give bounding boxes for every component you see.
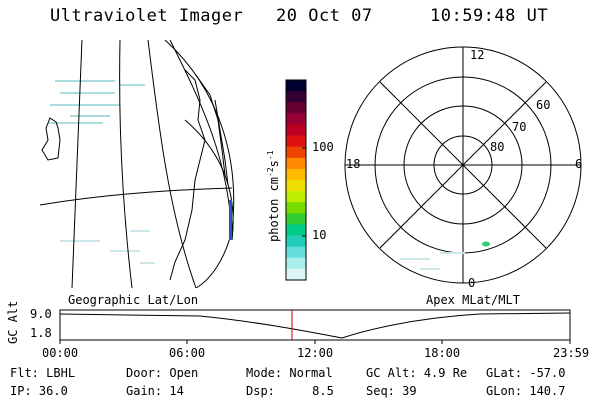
param-dsp: Dsp: 8.5 [246, 384, 334, 398]
colorbar-segment [286, 80, 306, 92]
colorbar-segment [286, 91, 306, 103]
polar-map-label: Apex MLat/MLT [426, 293, 520, 307]
colorbar-segment [286, 180, 306, 192]
param-seq: Seq: 39 [366, 384, 417, 398]
colorbar-frame [285, 79, 307, 281]
time-tick-1800: 18:00 [424, 346, 461, 360]
limb-emission-blue [229, 200, 232, 240]
altitude-axis-label: GC Alt [6, 300, 20, 344]
image-time: 10:59:48 UT [430, 6, 549, 26]
mlat-label-80: 80 [490, 140, 505, 154]
param-door: Door: Open [126, 366, 199, 380]
geographic-map [40, 40, 235, 288]
time-tick-1200: 12:00 [297, 346, 334, 360]
emission-speckles [48, 80, 155, 264]
param-gain: Gain: 14 [126, 384, 184, 398]
time-tick-0000: 00:00 [42, 346, 79, 360]
colorbar-segment [286, 191, 306, 203]
colorbar-segment [286, 146, 306, 159]
mlt-label-12: 12 [470, 48, 485, 62]
param-ip: IP: 36.0 [10, 384, 68, 398]
colorbar-segment [286, 124, 306, 137]
colorbar-tick-10: 10 [312, 228, 327, 242]
image-date: 20 Oct 07 [276, 6, 373, 26]
colorbar-segment [286, 213, 306, 226]
colorbar-segment [286, 113, 306, 126]
param-gc-alt: GC Alt: 4.9 Re [366, 366, 468, 380]
colorbar-segment [286, 268, 306, 281]
instrument-title: Ultraviolet Imager [50, 6, 244, 26]
polar-plot [344, 46, 582, 284]
colorbar-unit-label: photon cm-2s-1 [266, 150, 281, 242]
colorbar-segment [286, 246, 306, 259]
time-tick-0600: 06:00 [169, 346, 206, 360]
colorbar-tick-100: 100 [312, 140, 334, 154]
mlt-label-18: 18 [346, 157, 361, 171]
colorbar-segment [286, 102, 306, 114]
time-tick-2359: 23:59 [553, 346, 590, 360]
altitude-tick-1.8: 1.8 [30, 326, 52, 340]
mlt-label-6: 6 [575, 157, 583, 171]
colorbar [285, 79, 307, 281]
polar-emission [400, 241, 490, 270]
colorbar-segment [286, 224, 306, 237]
param-mode: Mode: Normal [246, 366, 333, 380]
mlt-label-0: 0 [468, 276, 476, 290]
mlat-label-70: 70 [512, 120, 527, 134]
altitude-tick-9: 9.0 [30, 307, 52, 321]
param-glat: GLat: -57.0 [486, 366, 566, 380]
colorbar-segment [286, 168, 306, 181]
colorbar-segment [286, 257, 306, 270]
mlat-label-60: 60 [536, 98, 551, 112]
colorbar-segment [286, 157, 306, 170]
param-flt: Flt: LBHL [10, 366, 76, 380]
colorbar-segment [286, 135, 306, 148]
colorbar-segment [286, 202, 306, 214]
geographic-map-label: Geographic Lat/Lon [68, 293, 199, 307]
colorbar-segment [286, 235, 306, 248]
param-glon: GLon: 140.7 [486, 384, 566, 398]
altitude-plot [59, 309, 571, 344]
